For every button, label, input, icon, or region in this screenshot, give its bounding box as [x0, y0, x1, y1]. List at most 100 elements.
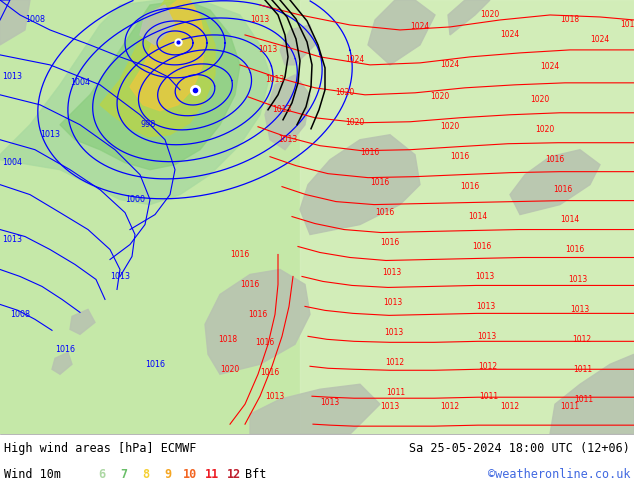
Text: 1013: 1013 — [571, 305, 590, 314]
Text: 1011: 1011 — [574, 395, 593, 404]
Text: 1020: 1020 — [441, 122, 460, 131]
Text: 1016: 1016 — [370, 178, 390, 187]
Text: High wind areas [hPa] ECMWF: High wind areas [hPa] ECMWF — [4, 441, 197, 455]
Text: 1016: 1016 — [460, 182, 480, 191]
Text: 1014: 1014 — [560, 215, 579, 224]
Text: 1016: 1016 — [360, 148, 380, 157]
Text: 1020: 1020 — [535, 125, 555, 134]
Text: 1013: 1013 — [568, 275, 588, 284]
Text: 1013: 1013 — [382, 268, 401, 277]
Polygon shape — [0, 0, 30, 45]
Polygon shape — [100, 0, 215, 137]
Text: ©weatheronline.co.uk: ©weatheronline.co.uk — [488, 467, 630, 481]
Text: 1024: 1024 — [346, 55, 365, 64]
Text: 1013: 1013 — [384, 328, 404, 337]
Text: Wind 10m: Wind 10m — [4, 467, 61, 481]
Text: 1013: 1013 — [259, 46, 278, 54]
Polygon shape — [448, 0, 490, 35]
Text: 1011: 1011 — [479, 392, 498, 401]
Text: 1011: 1011 — [573, 365, 593, 374]
Polygon shape — [70, 309, 95, 334]
Text: 1013: 1013 — [266, 75, 285, 84]
Text: Sa 25-05-2024 18:00 UTC (12+06): Sa 25-05-2024 18:00 UTC (12+06) — [409, 441, 630, 455]
Text: 1013: 1013 — [476, 302, 496, 311]
Text: 12: 12 — [227, 467, 241, 481]
Text: 1012: 1012 — [500, 402, 519, 411]
Text: 1013: 1013 — [477, 332, 496, 341]
Text: 1013: 1013 — [384, 298, 403, 307]
Text: 1016: 1016 — [380, 238, 399, 247]
Text: 7: 7 — [120, 467, 127, 481]
Polygon shape — [300, 135, 420, 235]
Text: 1016: 1016 — [566, 245, 585, 254]
Polygon shape — [250, 384, 380, 434]
Text: 1013: 1013 — [621, 21, 634, 29]
Polygon shape — [60, 0, 240, 170]
Text: 1018: 1018 — [219, 335, 238, 344]
Text: 1011: 1011 — [387, 388, 406, 397]
Text: 1016: 1016 — [240, 280, 260, 289]
Text: 1013: 1013 — [273, 105, 292, 114]
Polygon shape — [280, 25, 315, 65]
Text: 1013: 1013 — [2, 235, 22, 244]
Text: 1013: 1013 — [476, 272, 495, 281]
Text: 1013: 1013 — [40, 130, 60, 139]
Text: 1024: 1024 — [590, 35, 610, 45]
Polygon shape — [205, 270, 310, 374]
Text: 1024: 1024 — [410, 23, 430, 31]
Text: 1016: 1016 — [375, 208, 394, 217]
Polygon shape — [300, 0, 634, 434]
Text: 10: 10 — [183, 467, 197, 481]
Text: 1020: 1020 — [430, 92, 450, 101]
Text: 11: 11 — [205, 467, 219, 481]
Text: 1011: 1011 — [560, 402, 579, 411]
Text: 1020: 1020 — [346, 118, 365, 127]
Text: 1016: 1016 — [261, 368, 280, 377]
Text: 1008: 1008 — [25, 16, 45, 24]
Text: 1016: 1016 — [230, 250, 250, 259]
Polygon shape — [52, 352, 72, 374]
Text: 1016: 1016 — [249, 310, 268, 319]
Text: 1016: 1016 — [450, 152, 470, 161]
Text: 1013: 1013 — [320, 398, 340, 407]
Text: 1016: 1016 — [256, 338, 275, 347]
Text: 998: 998 — [140, 120, 155, 129]
Text: 1014: 1014 — [469, 212, 488, 221]
Polygon shape — [550, 354, 634, 434]
Text: 1008: 1008 — [10, 310, 30, 319]
Text: 1024: 1024 — [441, 60, 460, 70]
Text: 6: 6 — [98, 467, 106, 481]
Text: 1013: 1013 — [380, 402, 399, 411]
Text: 1013: 1013 — [2, 73, 22, 81]
Polygon shape — [368, 0, 435, 65]
Text: 1016: 1016 — [145, 360, 165, 369]
Text: 1016: 1016 — [553, 185, 573, 194]
Text: 1012: 1012 — [573, 335, 592, 344]
Text: 1024: 1024 — [540, 62, 560, 72]
Text: Bft: Bft — [245, 467, 267, 481]
Polygon shape — [510, 150, 600, 215]
Text: 1016: 1016 — [55, 345, 75, 354]
Polygon shape — [265, 75, 310, 150]
Text: 1018: 1018 — [560, 16, 579, 24]
Text: 1012: 1012 — [441, 402, 460, 411]
Text: 1004: 1004 — [70, 78, 90, 87]
Text: 1012: 1012 — [479, 362, 498, 371]
Text: 1020: 1020 — [531, 95, 550, 104]
Text: 1013: 1013 — [278, 135, 297, 144]
Text: 1004: 1004 — [2, 158, 22, 167]
Text: 1013: 1013 — [266, 392, 285, 401]
Text: 1020: 1020 — [335, 88, 354, 98]
Text: 1013: 1013 — [250, 16, 269, 24]
Polygon shape — [140, 5, 175, 45]
Polygon shape — [0, 0, 270, 205]
Text: 1013: 1013 — [110, 272, 130, 281]
Polygon shape — [130, 0, 205, 111]
Text: 1024: 1024 — [500, 30, 520, 39]
Text: 9: 9 — [164, 467, 172, 481]
Text: 1020: 1020 — [221, 365, 240, 374]
Text: 1020: 1020 — [481, 10, 500, 20]
Text: 1016: 1016 — [472, 242, 491, 251]
Text: 1016: 1016 — [545, 155, 565, 164]
Text: 1012: 1012 — [385, 358, 404, 367]
